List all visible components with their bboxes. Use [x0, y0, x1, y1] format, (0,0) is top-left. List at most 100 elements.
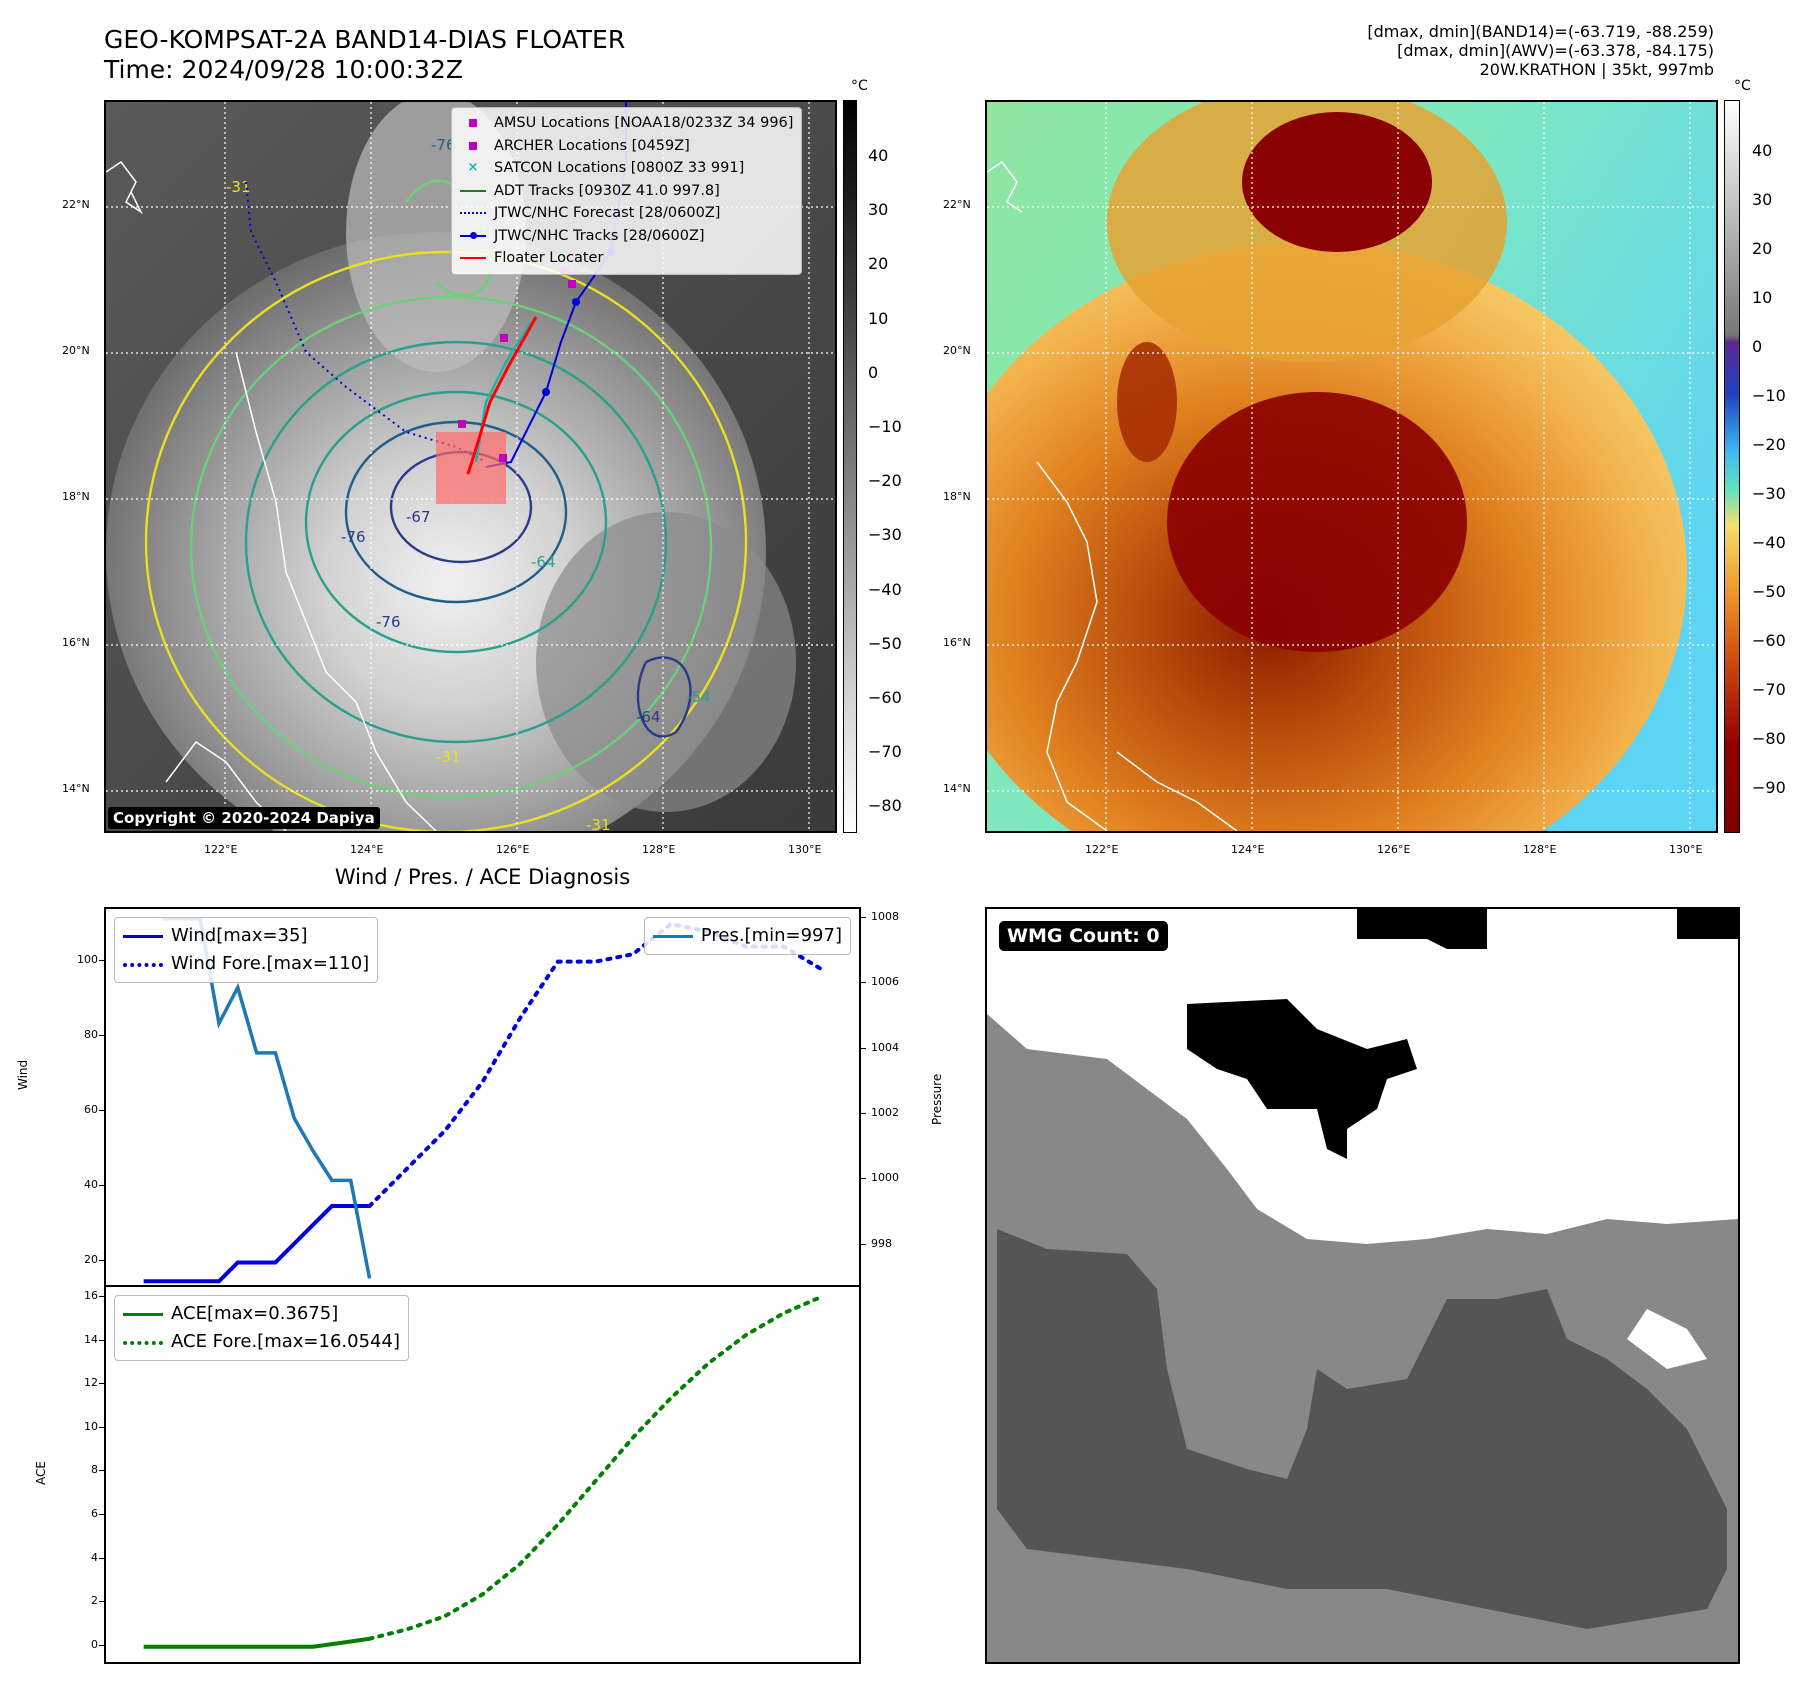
legend-ace-fore: ACE Fore.[max=16.0544]	[123, 1328, 400, 1356]
lat-label: 18°N	[62, 490, 90, 503]
jtwc-point	[572, 298, 580, 306]
lat-label: 16°N	[62, 636, 90, 649]
wind-pressure-panel: Wind[max=35] Wind Fore.[max=110] Pres.[m…	[104, 907, 861, 1285]
legend-wind-label: Wind[max=35]	[171, 925, 308, 946]
ace-fore-line-icon	[123, 1335, 163, 1349]
contour-teal	[244, 340, 668, 744]
archer-marker-icon	[460, 139, 486, 153]
colorbar-tick: −70	[1752, 680, 1786, 699]
figure-title: GEO-KOMPSAT-2A BAND14-DIAS FLOATER Time:…	[104, 25, 625, 85]
y-tick-label: 12	[84, 1376, 98, 1390]
colorbar-tick: −20	[1752, 435, 1786, 454]
wmg-count-badge: WMG Count: 0	[999, 921, 1168, 951]
y-tick-label: 20	[84, 1253, 98, 1267]
jtwc-forecast-line-icon	[460, 206, 486, 220]
colorbar-tick: −40	[868, 579, 902, 599]
lat-label: 16°N	[943, 636, 971, 649]
wmg-black-northeast	[1677, 909, 1738, 939]
colorbar-tick: −90	[1752, 778, 1786, 797]
colorbar-tick: 30	[1752, 190, 1773, 209]
ace-plot	[143, 1294, 824, 1649]
colorbar-right	[1724, 100, 1740, 833]
legend-jtwc-tracks: JTWC/NHC Tracks [28/0600Z]	[460, 225, 793, 248]
y-tick-mark	[99, 1034, 104, 1036]
lat-label: 20°N	[62, 344, 90, 357]
colorbar-tick: 0	[1752, 337, 1763, 356]
satcon-x-icon: ×	[467, 160, 479, 176]
lon-label: 124°E	[350, 843, 384, 856]
legend-adt: ADT Tracks [0930Z 41.0 997.8]	[460, 180, 793, 203]
series-line-ace-fore-max	[367, 1294, 824, 1641]
legend-jtwc-forecast-label: JTWC/NHC Forecast [28/0600Z]	[494, 205, 721, 221]
y-tick-mark	[99, 1110, 104, 1112]
wind-axis-label: Wind	[16, 1059, 30, 1090]
adt-line-icon	[460, 184, 486, 198]
y-tick-mark	[99, 1295, 104, 1297]
ace-panel: ACE[max=0.3675] ACE Fore.[max=16.0544]	[104, 1285, 861, 1664]
lat-label: 22°N	[943, 198, 971, 211]
awv-map-panel	[985, 100, 1718, 833]
pressure-axis-label: Pressure	[930, 1073, 944, 1125]
y-tick-mark	[99, 1601, 104, 1603]
wmg-black-north	[1357, 909, 1487, 949]
colorbar-tick: 30	[868, 200, 889, 220]
awv-coast-taiwan	[987, 160, 1023, 213]
y-tick-mark	[99, 1185, 104, 1187]
legend-wind-fore: Wind Fore.[max=110]	[123, 950, 369, 978]
y-tick-mark	[861, 916, 866, 918]
series-line-wind-fore-max	[367, 921, 824, 1209]
wmg-panel: WMG Count: 0	[985, 907, 1740, 1664]
contour-label: -64	[531, 553, 556, 571]
contour-label: -31	[226, 178, 251, 196]
info-line-2: [dmax, dmin](AWV)=(-63.378, -84.175)	[1397, 41, 1714, 60]
colorbar-tick: 40	[868, 146, 889, 165]
legend-pressure-label: Pres.[min=997]	[700, 925, 842, 946]
awv-coastline	[987, 160, 1238, 831]
title-line-1: GEO-KOMPSAT-2A BAND14-DIAS FLOATER	[104, 25, 626, 54]
contour-teal-inner	[304, 390, 608, 654]
legend-wind-fore-label: Wind Fore.[max=110]	[171, 953, 370, 974]
y-tick-label: 998	[871, 1236, 892, 1250]
lat-label: 18°N	[943, 490, 971, 503]
y-tick-mark	[99, 1383, 104, 1385]
amsu-marker-icon	[460, 116, 486, 130]
legend-ace: ACE[max=0.3675]	[123, 1300, 400, 1328]
lat-label: 14°N	[62, 782, 90, 795]
wmg-map	[987, 909, 1738, 1662]
y-tick-mark	[861, 982, 866, 984]
contour-southeast-navy	[636, 656, 692, 738]
y-tick-mark	[99, 1426, 104, 1428]
y-tick-mark	[99, 1557, 104, 1559]
colorbar-tick: 40	[1752, 141, 1773, 160]
legend-wind: Wind[max=35]	[123, 922, 369, 950]
awv-northern-core	[1242, 112, 1432, 252]
contour-label: -76	[376, 613, 401, 631]
colorbar-left-unit: °C	[851, 78, 868, 94]
legend-jtwc-forecast: JTWC/NHC Forecast [28/0600Z]	[460, 202, 793, 225]
floater-line-icon	[460, 251, 486, 265]
lon-label: 130°E	[1669, 843, 1703, 856]
contour-label: -76	[431, 136, 456, 154]
y-tick-label: 16	[84, 1288, 98, 1302]
legend-satcon-label: SATCON Locations [0800Z 33 991]	[494, 160, 745, 176]
colorbar-tick: −80	[868, 796, 902, 816]
contour-label: -64	[636, 708, 661, 726]
coast-luzon	[235, 351, 437, 831]
y-tick-label: 1000	[871, 1171, 899, 1185]
wmg-black-core	[1187, 999, 1417, 1159]
lon-label: 128°E	[642, 843, 676, 856]
y-tick-mark	[861, 1243, 866, 1245]
y-tick-label: 1008	[871, 909, 899, 923]
intensity-info: [dmax, dmin](BAND14)=(-63.719, -88.259) …	[1367, 22, 1714, 79]
awv-rainband	[1117, 342, 1177, 462]
wmg-white-patch	[1627, 1309, 1707, 1369]
colorbar-tick: 20	[1752, 239, 1773, 258]
lon-label: 128°E	[1523, 843, 1557, 856]
contour-labels: -76 -76 -64 -76 -64 -54 -67 -31 -31 -31	[226, 136, 711, 831]
jtwc-point	[542, 388, 550, 396]
legend-archer-label: ARCHER Locations [0459Z]	[494, 137, 690, 154]
ir-map-panel: -76 -76 -64 -76 -64 -54 -67 -31 -31 -31	[104, 100, 837, 833]
colorbar-tick: −30	[868, 525, 902, 545]
colorbar-tick: −20	[868, 471, 902, 491]
colorbar-right-unit: °C	[1734, 78, 1751, 94]
